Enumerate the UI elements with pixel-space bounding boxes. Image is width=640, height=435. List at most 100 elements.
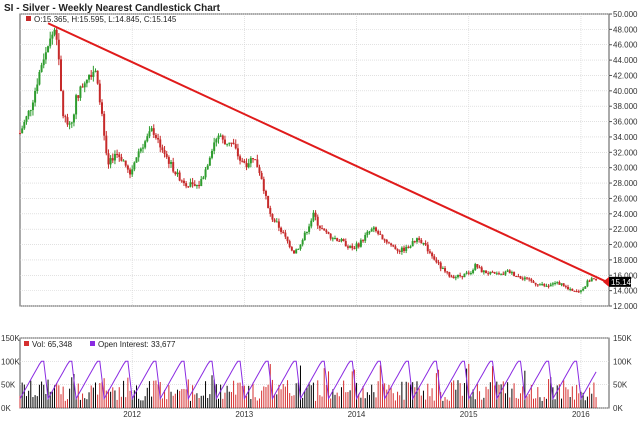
candle-body xyxy=(247,163,250,168)
volume-legend-label: Vol: xyxy=(32,340,45,349)
candle-body xyxy=(90,74,93,77)
candle-body xyxy=(25,116,28,123)
candle-body xyxy=(122,160,125,162)
candle-body xyxy=(318,225,321,229)
x-tick-label: 2013 xyxy=(235,410,253,419)
candle-body xyxy=(204,169,207,178)
candle-body xyxy=(34,90,37,103)
volume-right-tick-label: 150K xyxy=(613,334,632,343)
candle-body xyxy=(139,148,142,152)
candle-body xyxy=(185,183,188,187)
candle-body xyxy=(465,272,468,274)
price-y-tick-label: 14.000 xyxy=(613,287,638,296)
candle-body xyxy=(202,177,205,180)
candle-body xyxy=(219,135,222,137)
candle-body xyxy=(29,110,32,112)
candle-body xyxy=(178,172,181,181)
candle-body xyxy=(584,286,587,289)
candle-body xyxy=(426,244,429,252)
price-y-tick-label: 28.000 xyxy=(613,179,638,188)
candle-body xyxy=(508,270,511,274)
candle-body xyxy=(575,291,578,293)
candle-body xyxy=(551,283,554,285)
candle-body xyxy=(269,207,272,214)
candle-body xyxy=(252,158,255,160)
candle-body xyxy=(260,173,263,180)
candle-body xyxy=(312,212,315,221)
candle-body xyxy=(549,284,552,287)
candle-body xyxy=(68,123,71,125)
price-y-tick-label: 40.000 xyxy=(613,87,638,96)
candle-body xyxy=(437,262,440,264)
candle-body xyxy=(398,250,401,252)
candle-body xyxy=(327,232,330,234)
candle-body xyxy=(409,246,412,248)
candle-body xyxy=(558,282,561,285)
volume-legend-value: 65,348 xyxy=(48,340,73,349)
candle-body xyxy=(336,238,339,241)
candle-body xyxy=(187,186,190,188)
candle-body xyxy=(275,221,278,223)
candle-body xyxy=(502,273,505,275)
svg-text:Vol: 65,348: Vol: 65,348 xyxy=(32,340,73,349)
candle-body xyxy=(297,248,300,250)
candle-body xyxy=(299,244,302,249)
candle-body xyxy=(105,135,108,154)
candle-body xyxy=(480,267,483,273)
candle-body xyxy=(351,245,354,249)
volume-left-tick-label: 50K xyxy=(1,381,16,390)
candle-body xyxy=(504,271,507,275)
candle-body xyxy=(254,159,257,161)
candle-body xyxy=(226,143,229,145)
candle-body xyxy=(81,86,84,88)
candle-body xyxy=(126,165,129,170)
candle-body xyxy=(129,169,132,175)
candle-body xyxy=(249,158,252,164)
candle-body xyxy=(415,238,418,242)
candle-body xyxy=(167,157,170,164)
candle-body xyxy=(27,110,30,117)
candle-body xyxy=(493,272,496,274)
candle-body xyxy=(215,139,218,143)
candle-body xyxy=(113,153,116,161)
candle-body xyxy=(515,275,518,277)
svg-text:O:15.365, H:15.595, L:14.845,: O:15.365, H:15.595, L:14.845, C:15.145 xyxy=(34,15,177,24)
candle-body xyxy=(476,264,479,268)
price-y-tick-label: 12.000 xyxy=(613,302,638,311)
candle-body xyxy=(154,134,157,138)
candle-body xyxy=(191,182,194,185)
candle-body xyxy=(364,235,367,241)
candle-body xyxy=(497,273,500,275)
candle-body xyxy=(444,268,447,272)
candle-body xyxy=(107,153,110,165)
candle-body xyxy=(49,38,52,47)
candle-body xyxy=(245,162,248,168)
legend-open-label: O: xyxy=(34,15,42,24)
candle-body xyxy=(370,229,373,232)
legend-low-value: 14.845 xyxy=(115,15,140,24)
price-y-tick-label: 26.000 xyxy=(613,194,638,203)
oi-legend-swatch xyxy=(90,341,95,346)
candle-body xyxy=(232,142,235,145)
candle-body xyxy=(485,270,488,274)
price-y-tick-label: 36.000 xyxy=(613,118,638,127)
candle-body xyxy=(554,282,557,284)
candle-body xyxy=(223,139,226,145)
candle-body xyxy=(53,29,56,35)
candle-body xyxy=(148,131,151,137)
candle-body xyxy=(234,144,237,149)
candle-body xyxy=(588,280,591,282)
last-price-label: 15.145 xyxy=(611,278,636,287)
volume-legend-swatch xyxy=(24,341,29,346)
candle-body xyxy=(366,231,369,236)
candle-body xyxy=(536,284,539,286)
price-panel xyxy=(19,13,610,307)
candle-body xyxy=(282,231,285,233)
price-y-tick-label: 16.000 xyxy=(613,271,638,280)
candle-body xyxy=(264,191,267,196)
candle-body xyxy=(83,83,86,88)
candle-body xyxy=(435,259,438,263)
oi-legend-value: 33,677 xyxy=(151,340,176,349)
candle-body xyxy=(545,285,548,287)
candle-body xyxy=(595,278,598,280)
